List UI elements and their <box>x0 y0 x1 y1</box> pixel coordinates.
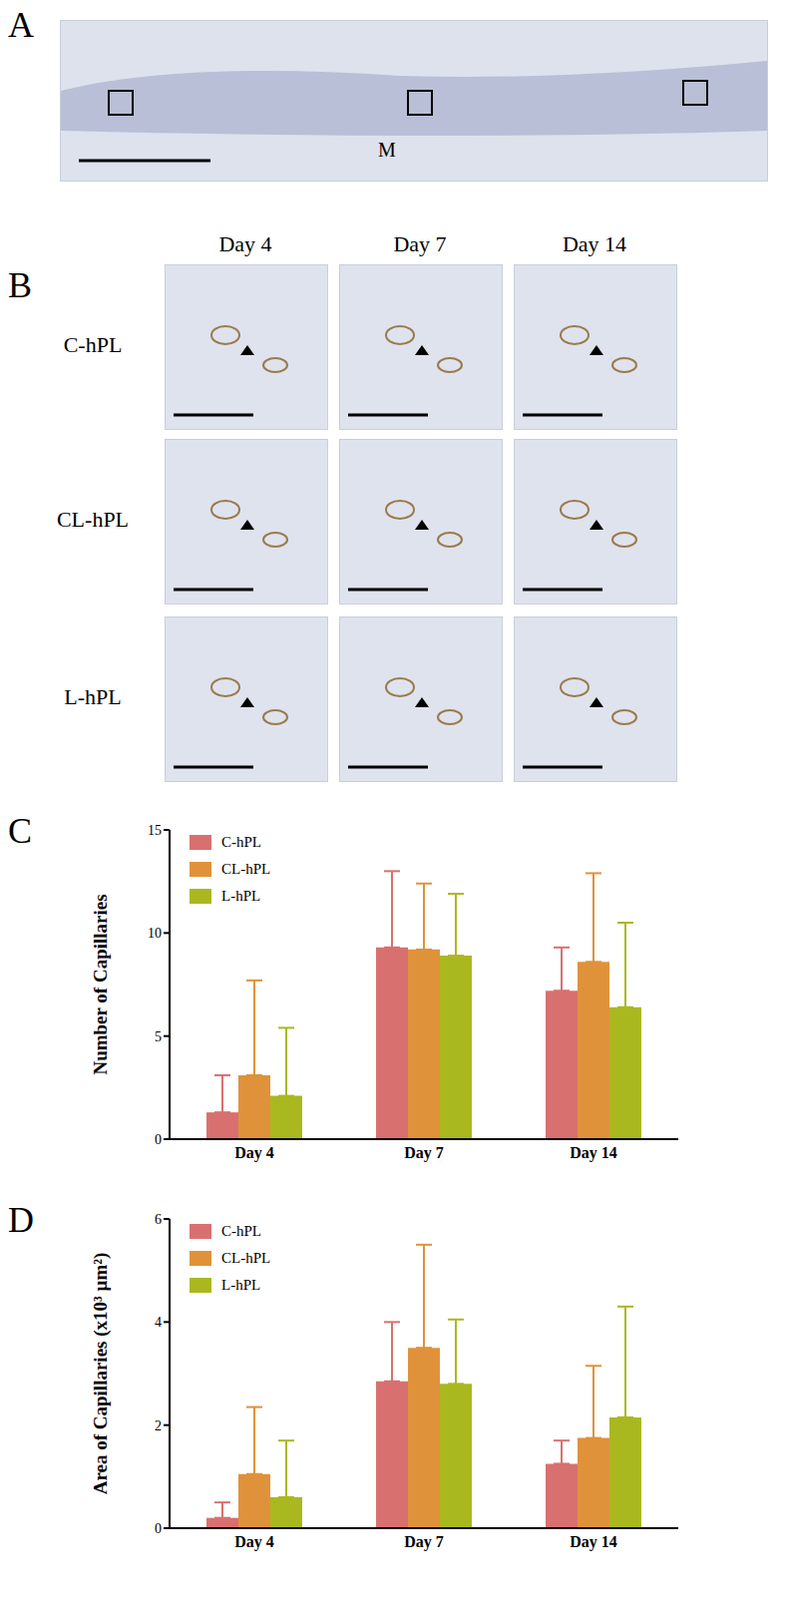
html-text:L-hPL: L-hPL <box>221 1276 261 1293</box>
svg-text:0: 0 <box>154 1521 162 1537</box>
html-text:B: B <box>7 265 32 306</box>
svg-text:Day 7: Day 7 <box>403 1144 444 1163</box>
svg-text:15: 15 <box>147 822 162 838</box>
svg-text:10: 10 <box>147 925 162 941</box>
svg-text:Day 14: Day 14 <box>569 1144 618 1163</box>
svg-text:Number of Capillaries: Number of Capillaries <box>89 893 111 1075</box>
svg-text:6: 6 <box>154 1211 162 1227</box>
svg-text:4: 4 <box>154 1314 162 1330</box>
html-text:C-hPL: C-hPL <box>221 1222 262 1239</box>
html-text:A: A <box>7 4 34 45</box>
svg-text:0: 0 <box>154 1132 162 1148</box>
html-text:L-hPL: L-hPL <box>64 684 122 710</box>
html-text:C: C <box>7 810 32 851</box>
html-text:C-hPL: C-hPL <box>221 833 262 850</box>
html-text:L-hPL: L-hPL <box>221 887 261 904</box>
svg-text:Day 14: Day 14 <box>569 1533 618 1552</box>
html-text:D: D <box>7 1199 34 1240</box>
html-text:CL-hPL: CL-hPL <box>221 1249 271 1266</box>
svg-text:Day 4: Day 4 <box>234 1533 275 1552</box>
html-text:Day 4: Day 4 <box>218 231 272 257</box>
html-text:CL-hPL: CL-hPL <box>221 860 271 877</box>
svg-text:5: 5 <box>154 1029 162 1045</box>
svg-text:Day 7: Day 7 <box>403 1533 444 1552</box>
html-text:Day 7: Day 7 <box>393 231 447 257</box>
html-text:CL-hPL: CL-hPL <box>56 506 129 532</box>
svg-text:Day 4: Day 4 <box>234 1144 275 1163</box>
html-text:M: M <box>378 138 396 161</box>
html-text:C-hPL: C-hPL <box>63 332 122 358</box>
svg-text:2: 2 <box>154 1418 162 1434</box>
html-text:Day 14: Day 14 <box>562 231 627 257</box>
svg-text:Area of Capillaries (x10³ µm²): Area of Capillaries (x10³ µm²) <box>89 1252 112 1496</box>
